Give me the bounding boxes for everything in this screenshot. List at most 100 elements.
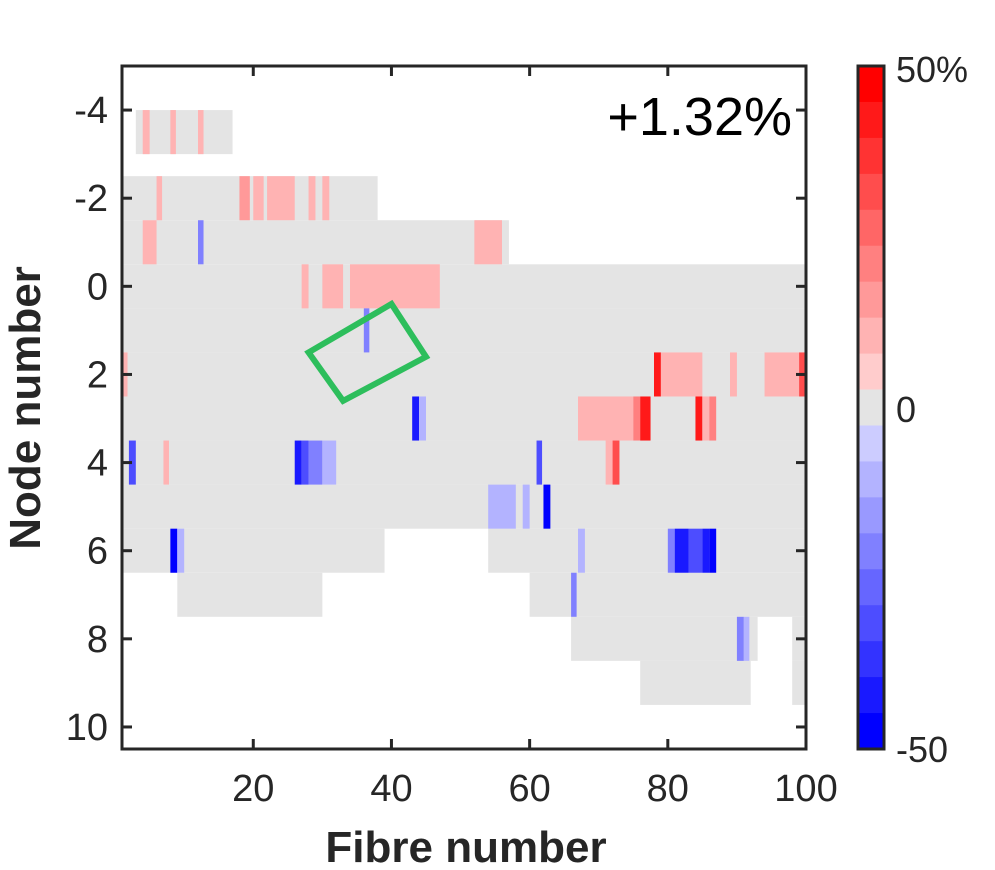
background-cell bbox=[122, 528, 385, 573]
heatmap-cell bbox=[654, 352, 661, 397]
x-tick-label: 40 bbox=[370, 768, 412, 810]
heatmap-cell bbox=[322, 176, 330, 221]
heatmap-cell bbox=[578, 396, 634, 441]
heatmap-cell bbox=[633, 396, 641, 441]
y-tick-label: 8 bbox=[87, 619, 108, 661]
x-tick-label: 100 bbox=[774, 768, 837, 810]
colorbar-segment bbox=[858, 713, 884, 750]
heatmap-cell bbox=[198, 220, 204, 265]
heatmap-cell bbox=[267, 176, 295, 221]
heatmap-cell bbox=[198, 110, 204, 155]
y-tick-label: -2 bbox=[74, 178, 108, 220]
heatmap-cell bbox=[709, 528, 717, 573]
colorbar-segment bbox=[858, 389, 884, 426]
heatmap-cell bbox=[412, 396, 420, 441]
heatmap-cell bbox=[730, 352, 737, 397]
x-tick-label: 80 bbox=[647, 768, 689, 810]
colorbar-segment bbox=[858, 677, 884, 714]
colorbar-segment bbox=[858, 425, 884, 462]
heatmap-cell bbox=[142, 110, 150, 155]
background-cell bbox=[122, 440, 806, 485]
y-tick-label: 0 bbox=[87, 266, 108, 308]
heatmap-cell bbox=[709, 396, 717, 441]
heatmap-cells bbox=[122, 110, 805, 661]
heatmap-cell bbox=[322, 264, 344, 309]
background-cell bbox=[122, 484, 806, 529]
colorbar-min-label: -50 bbox=[896, 729, 948, 770]
y-tick-label: 4 bbox=[87, 443, 108, 485]
y-tick-label: -4 bbox=[74, 90, 108, 132]
heatmap-cell bbox=[419, 396, 426, 441]
y-tick-label: 10 bbox=[66, 707, 108, 749]
x-tick-label: 60 bbox=[508, 768, 550, 810]
colorbar-segment bbox=[858, 66, 884, 103]
background-cell bbox=[122, 352, 806, 397]
colorbar-segment bbox=[858, 605, 884, 642]
colorbar-segment bbox=[858, 245, 884, 283]
x-tick-label: 20 bbox=[232, 768, 274, 810]
heatmap-cell bbox=[488, 484, 516, 529]
heatmap-cell bbox=[239, 176, 250, 221]
heatmap-cell bbox=[522, 484, 530, 529]
background-cell bbox=[640, 660, 751, 705]
y-tick-label: 2 bbox=[87, 354, 108, 396]
heatmap-cell bbox=[536, 440, 543, 485]
colorbar-segment bbox=[858, 497, 884, 534]
background-cell bbox=[122, 396, 806, 441]
background-cell bbox=[122, 264, 806, 309]
heatmap-cell bbox=[253, 176, 264, 221]
heatmap-cell bbox=[474, 220, 502, 265]
heatmap-cell bbox=[667, 528, 675, 573]
heatmap-cell bbox=[128, 440, 136, 485]
heatmap-cell bbox=[640, 396, 651, 441]
x-axis-title: Fibre number bbox=[325, 823, 606, 870]
background-cell bbox=[122, 308, 806, 353]
heatmap-cell bbox=[695, 396, 703, 441]
y-axis-title: Node number bbox=[1, 266, 50, 550]
heatmap-cell bbox=[170, 528, 178, 573]
heatmap-cell bbox=[156, 176, 163, 221]
background-cell bbox=[122, 220, 509, 265]
colorbar-zero-label: 0 bbox=[896, 389, 916, 430]
colorbar-segment bbox=[858, 641, 884, 678]
heatmap-cell bbox=[301, 440, 309, 485]
heatmap-cell bbox=[736, 616, 744, 661]
plot-frame bbox=[120, 64, 808, 751]
heatmap-cell bbox=[163, 440, 169, 485]
colorbar-max-label: 50% bbox=[896, 49, 968, 90]
y-tick-label: 6 bbox=[87, 531, 108, 573]
colorbar-segment bbox=[858, 461, 884, 498]
heatmap-cell bbox=[543, 484, 551, 529]
colorbar-segment bbox=[858, 533, 884, 570]
heatmap-cell bbox=[612, 440, 620, 485]
colorbar-segment bbox=[858, 569, 884, 606]
colorbar-segment bbox=[858, 317, 884, 355]
background-cell bbox=[135, 110, 233, 155]
heatmap-cell bbox=[308, 440, 323, 485]
heatmap-cell bbox=[308, 176, 316, 221]
heatmap-cell bbox=[702, 396, 710, 441]
colorbar-segment bbox=[858, 353, 884, 391]
heatmap-cell bbox=[142, 220, 157, 265]
highlight-box bbox=[304, 299, 431, 405]
heatmap-cell bbox=[322, 440, 337, 485]
colorbar-segment bbox=[858, 173, 884, 211]
colorbar-segment bbox=[858, 137, 884, 175]
background-cell bbox=[571, 616, 758, 661]
colorbar-segment bbox=[858, 281, 884, 319]
chart-annotation: +1.32% bbox=[607, 87, 792, 147]
colorbar bbox=[856, 64, 886, 751]
background-cell bbox=[488, 528, 806, 573]
heatmap-cell bbox=[350, 264, 440, 309]
background-cell bbox=[792, 660, 806, 705]
colorbar-segment bbox=[858, 101, 884, 139]
heatmap-cell bbox=[578, 528, 585, 573]
heatmap-cell bbox=[605, 440, 613, 485]
background-cell bbox=[177, 572, 323, 617]
heatmap-cell bbox=[363, 308, 370, 353]
heatmap-cell bbox=[301, 264, 309, 309]
axis-ticks: 20 40 60 80 100 -4 -2 0 2 4 6 8 10 bbox=[66, 66, 838, 810]
heatmap-cell bbox=[688, 528, 703, 573]
heatmap-cell bbox=[743, 616, 750, 661]
